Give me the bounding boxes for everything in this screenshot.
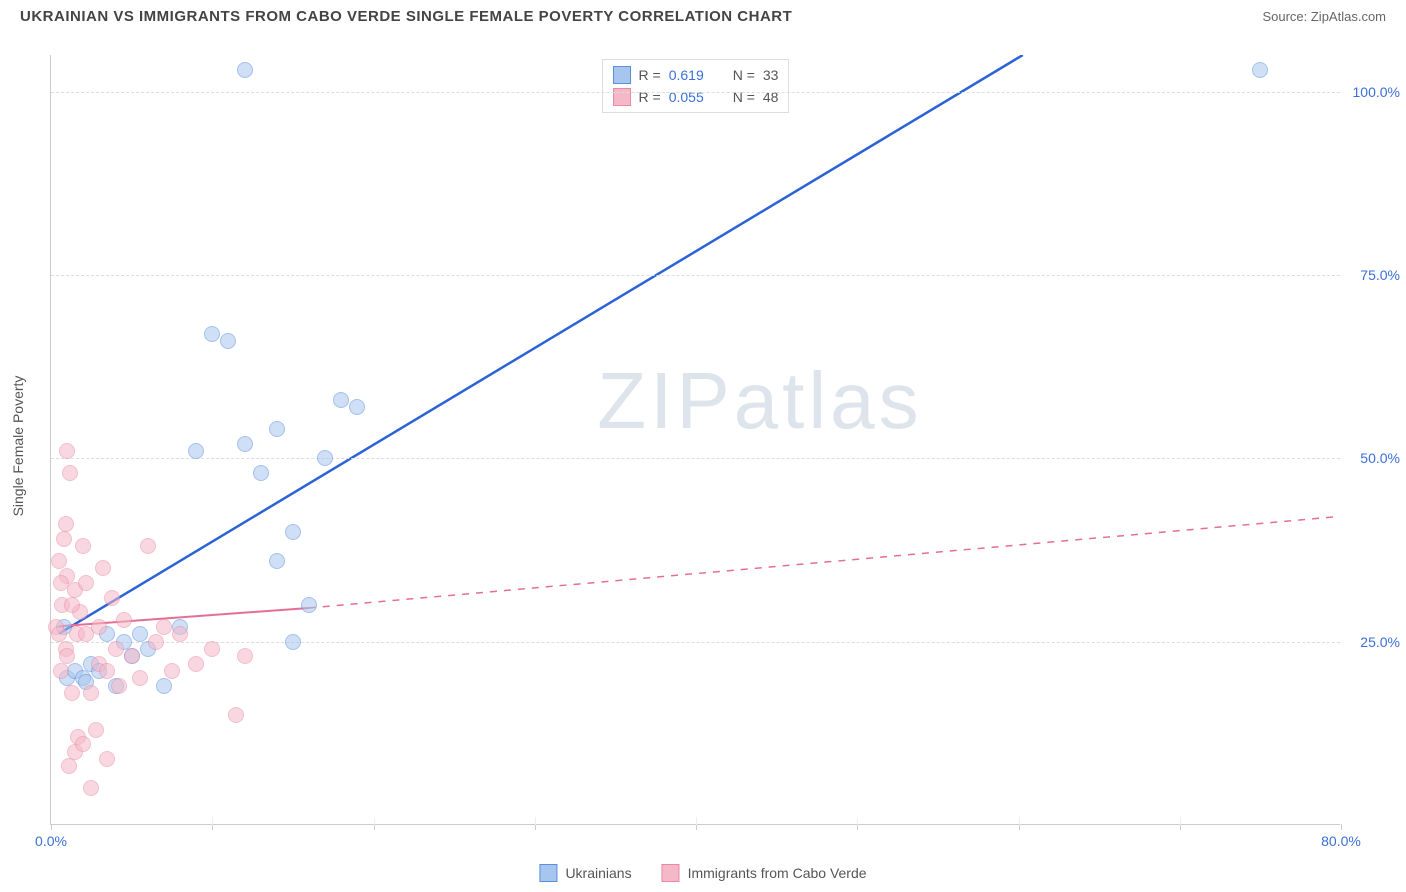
legend-swatch [539,864,557,882]
y-axis-label: Single Female Poverty [10,376,26,517]
scatter-point [237,648,253,664]
scatter-point [349,399,365,415]
y-tick-label: 75.0% [1345,267,1400,283]
legend-item: Immigrants from Cabo Verde [662,864,867,882]
scatter-point [99,751,115,767]
scatter-point [172,626,188,642]
scatter-point [148,634,164,650]
gridline-v [1019,817,1020,825]
scatter-point [59,443,75,459]
y-tick-label: 100.0% [1345,84,1400,100]
scatter-point [64,685,80,701]
gridline-h [51,458,1340,459]
gridline-h [51,275,1340,276]
scatter-point [253,465,269,481]
gridline-v [374,817,375,825]
scatter-point [204,326,220,342]
scatter-point [156,678,172,694]
scatter-point [78,575,94,591]
scatter-point [51,626,67,642]
x-tick-label: 80.0% [1321,833,1361,849]
scatter-point [58,516,74,532]
legend-row: R =0.055N =48 [613,86,779,108]
n-value: 33 [763,67,779,83]
scatter-point [301,597,317,613]
scatter-point [88,722,104,738]
chart-title: UKRAINIAN VS IMMIGRANTS FROM CABO VERDE … [20,8,792,25]
scatter-point [56,531,72,547]
x-tick-label: 0.0% [35,833,67,849]
scatter-point [237,62,253,78]
source-label: Source: ZipAtlas.com [1262,9,1386,24]
scatter-point [188,656,204,672]
x-tick-mark [1341,824,1342,830]
scatter-point [124,648,140,664]
scatter-point [62,465,78,481]
scatter-point [269,553,285,569]
scatter-point [104,590,120,606]
scatter-point [164,663,180,679]
scatter-point [64,597,80,613]
scatter-point [333,392,349,408]
scatter-point [75,538,91,554]
gridline-h [51,92,1340,93]
scatter-point [53,575,69,591]
scatter-point [83,685,99,701]
scatter-point [285,524,301,540]
legend-swatch [662,864,680,882]
gridline-v [212,817,213,825]
scatter-point [204,641,220,657]
scatter-point [53,663,69,679]
gridline-v [535,817,536,825]
y-tick-label: 50.0% [1345,450,1400,466]
scatter-point [220,333,236,349]
r-label: R = [639,67,661,83]
series-legend: Ukrainians Immigrants from Cabo Verde [539,864,866,882]
scatter-point [91,619,107,635]
scatter-point [1252,62,1268,78]
r-value: 0.619 [669,67,719,83]
scatter-point [75,736,91,752]
x-tick-mark [51,824,52,830]
scatter-point [116,612,132,628]
scatter-point [108,641,124,657]
scatter-point [83,780,99,796]
scatter-point [95,560,111,576]
gridline-v [696,817,697,825]
y-tick-label: 25.0% [1345,634,1400,650]
scatter-point [61,758,77,774]
scatter-point [132,670,148,686]
chart-header: UKRAINIAN VS IMMIGRANTS FROM CABO VERDE … [0,0,1406,29]
scatter-point [99,663,115,679]
scatter-point [269,421,285,437]
gridline-h [51,642,1340,643]
scatter-point [156,619,172,635]
legend-label: Ukrainians [565,865,631,881]
legend-swatch [613,66,631,84]
legend-item: Ukrainians [539,864,631,882]
scatter-point [228,707,244,723]
scatter-point [237,436,253,452]
scatter-point [140,538,156,554]
scatter-point [59,648,75,664]
n-label: N = [733,67,755,83]
scatter-point [111,678,127,694]
gridline-v [857,817,858,825]
scatter-point [285,634,301,650]
scatter-point [188,443,204,459]
watermark: ZIPatlas [597,355,922,447]
gridline-v [1180,817,1181,825]
scatter-point [317,450,333,466]
legend-label: Immigrants from Cabo Verde [688,865,867,881]
legend-row: R = 0.619 N = 33 [613,64,779,86]
correlation-legend: R = 0.619 N = 33 R =0.055N =48 [602,59,790,113]
scatter-point [132,626,148,642]
scatter-point [51,553,67,569]
plot-area: ZIPatlas R =0.619N =33R =0.055N =48 25.0… [50,55,1340,825]
